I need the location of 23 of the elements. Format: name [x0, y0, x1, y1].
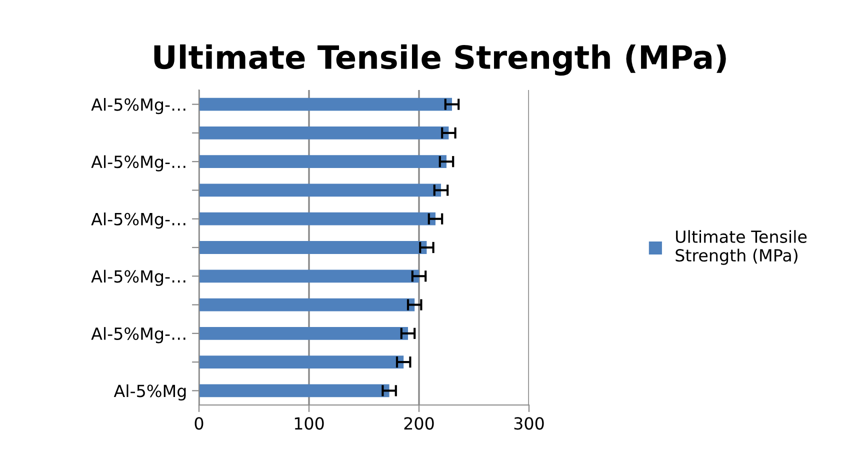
y-tick-label: Al-5%Mg-…: [91, 270, 186, 286]
y-tick-label: Al-5%Mg-…: [91, 98, 186, 114]
x-tick-label: 100: [294, 417, 324, 430]
x-tick-label: 0: [194, 417, 204, 430]
bar: [199, 212, 436, 226]
bar: [199, 270, 419, 283]
x-tick-label: 200: [404, 417, 434, 430]
bar: [199, 298, 415, 312]
y-tick-label: Al-5%Mg-…: [91, 327, 186, 344]
bar: [199, 326, 408, 340]
bar: [199, 356, 404, 368]
y-tick-label: Al-5%Mg-…: [91, 212, 186, 229]
bar: [199, 241, 427, 254]
x-tick-label: 300: [514, 417, 544, 430]
bar: [199, 184, 441, 197]
bar: [199, 98, 452, 111]
bar: [199, 126, 449, 140]
y-tick-label: Al-5%Mg-…: [91, 155, 186, 172]
y-tick-label: Al-5%Mg: [114, 384, 186, 400]
legend-label: Ultimate Tensile Strength (MPa): [676, 230, 807, 265]
bar: [199, 155, 446, 168]
chart-title: Ultimate Tensile Strength (MPa): [154, 44, 726, 76]
bar: [199, 384, 390, 398]
